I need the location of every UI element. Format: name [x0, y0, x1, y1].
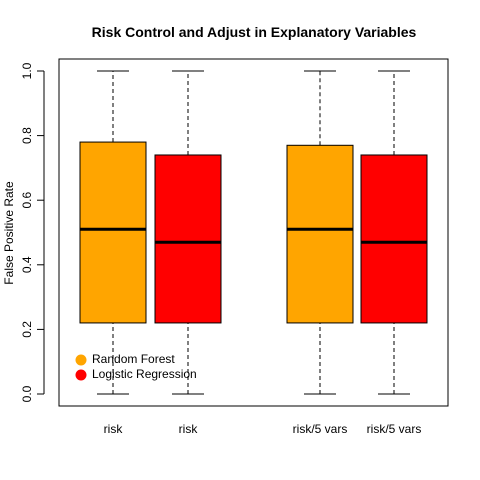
box-body: [286, 144, 354, 324]
box-3: [286, 70, 354, 395]
box-body: [154, 154, 222, 324]
legend-label: Random Forest: [92, 352, 175, 366]
box-body: [79, 141, 147, 324]
boxes: [79, 70, 428, 395]
legend-marker: [75, 369, 87, 381]
legend-label: Logistic Regression: [92, 367, 197, 381]
box-4: [360, 70, 428, 395]
y-tick-label: 0.0: [20, 385, 34, 402]
y-tick-label: 0.8: [20, 127, 34, 144]
legend-marker: [75, 354, 87, 366]
x-tick-label: risk: [179, 422, 199, 436]
y-tick-label: 0.6: [20, 192, 34, 209]
box-body: [360, 154, 428, 324]
y-axis: 0.0 0.2 0.4 0.6 0.8 1.0: [20, 62, 45, 402]
y-tick-label: 0.2: [20, 321, 34, 338]
box-1: [79, 70, 147, 395]
x-tick-label: risk/5 vars: [293, 422, 348, 436]
x-tick-label: risk: [104, 422, 124, 436]
chart-title: Risk Control and Adjust in Explanatory V…: [92, 24, 417, 40]
x-axis: risk risk risk/5 vars risk/5 vars: [104, 422, 422, 436]
y-tick-label: 0.4: [20, 256, 34, 273]
y-axis-label: False Positive Rate: [2, 181, 16, 285]
x-tick-label: risk/5 vars: [367, 422, 422, 436]
y-tick-label: 1.0: [20, 62, 34, 79]
box-2: [154, 70, 222, 395]
plot-frame: [58, 58, 449, 407]
